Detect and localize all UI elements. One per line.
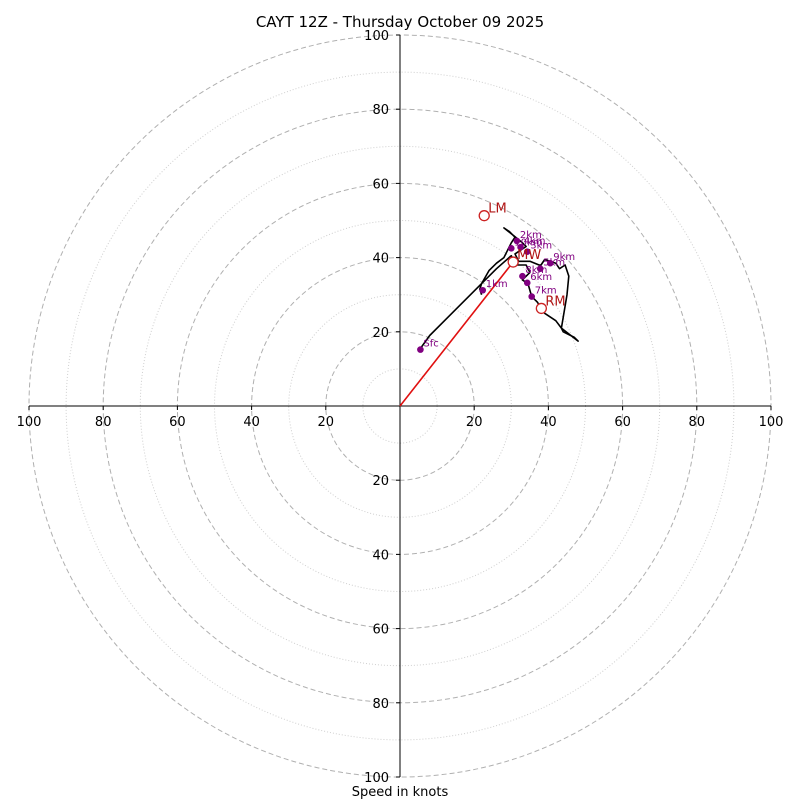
height-point-5km [536,265,544,273]
storm-motion-label-lm: LM [488,202,506,217]
height-point-10km [508,245,515,252]
tick-label-up-80: 80 [372,103,389,118]
height-label-9km: 9km [553,252,575,263]
storm-motions: LM RM MW [478,202,566,315]
height-point-sfc [417,346,424,353]
hodograph-trace [419,227,579,349]
tick-label-left-80: 80 [95,415,112,430]
height-point-9km [546,259,554,267]
tick-label-up-60: 60 [372,177,389,192]
height-point-7km [528,293,536,300]
tick-label-up-40: 40 [372,252,389,267]
height-point-1km [479,286,487,294]
tick-label-left-100: 100 [17,415,42,430]
chart-title: CAYT 12Z - Thursday October 09 2025 [256,13,544,31]
storm-motion-label-mw: MW [517,248,541,263]
height-label-6km: 6km [530,272,552,283]
height-point-2km [513,237,521,245]
tick-label-right-40: 40 [540,415,557,430]
height-label-10km: 10km [514,237,542,248]
height-point-6km [523,279,531,287]
tick-label-left-20: 20 [318,415,335,430]
height-point-4km [517,243,524,251]
tick-labels: 20 20 20 20 40 40 40 40 60 60 60 60 80 80 80 80 100 100 10… [17,29,784,786]
tick-label-left-60: 60 [169,415,186,430]
tick-label-left-40: 40 [243,415,260,430]
tick-label-down-20: 20 [372,474,389,489]
storm-motion-label-rm: RM [545,294,565,309]
height-label-3km: 3km [530,241,552,252]
height-label-5km: 5km [543,258,565,269]
height-label-4km: 4km [524,236,546,247]
height-label-7km: 7km [535,286,557,297]
storm-motion-marker-rm [535,302,548,315]
tick-label-down-100: 100 [364,771,389,786]
x-axis-label: Speed in knots [352,785,449,800]
tick-label-down-60: 60 [372,623,389,638]
mean-wind-vector [399,261,514,407]
height-label-8km: 8km [525,265,547,276]
tick-label-up-20: 20 [372,326,389,341]
hodograph-trace-group [419,227,579,349]
tick-label-right-20: 20 [466,415,483,430]
mean-wind-arrow [399,261,514,407]
height-label-sfc: Sfc [423,339,438,350]
height-point-3km [523,248,531,255]
storm-motion-marker-mw [507,256,519,268]
tick-label-down-80: 80 [372,697,389,712]
storm-motion-marker-lm [478,210,490,222]
tick-label-right-100: 100 [759,415,784,430]
height-point-8km [519,272,526,280]
tick-label-right-80: 80 [689,415,706,430]
height-label-1km: 1km [486,279,508,290]
tick-label-right-60: 60 [614,415,631,430]
tick-label-down-40: 40 [372,548,389,563]
tick-label-up-100: 100 [364,29,389,44]
height-label-2km: 2km [520,230,542,241]
